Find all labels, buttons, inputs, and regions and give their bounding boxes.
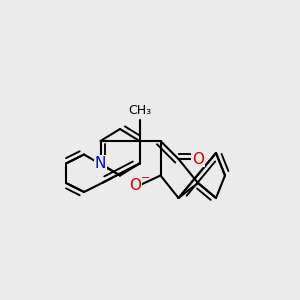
Text: N: N <box>95 156 106 171</box>
Text: O: O <box>192 152 204 166</box>
Text: −: − <box>141 173 150 184</box>
Text: CH₃: CH₃ <box>128 104 151 117</box>
Text: O: O <box>129 178 141 194</box>
